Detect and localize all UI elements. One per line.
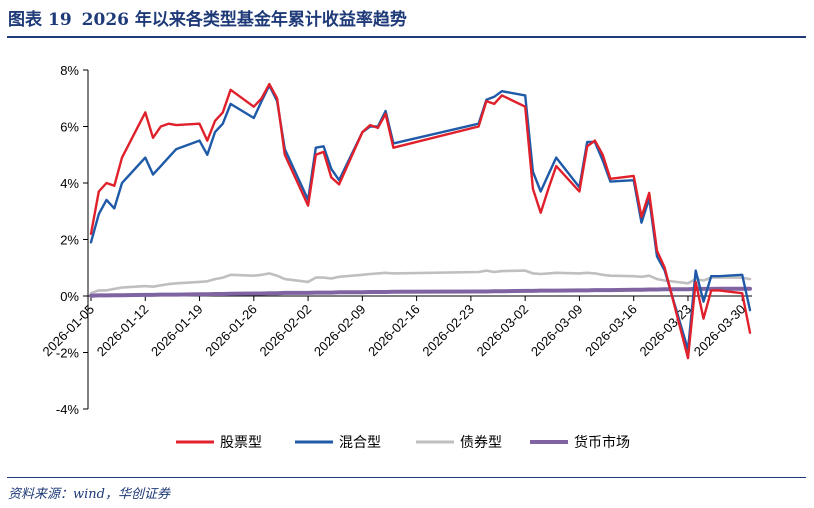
x-tick-label: 2026-02-09 — [311, 302, 369, 360]
figure-label: 图表 — [8, 10, 42, 30]
legend-label-3: 债券型 — [460, 435, 502, 451]
figure-title-text: 2026 年以来各类型基金年累计收益率趋势 — [81, 10, 407, 30]
figure-title: 图表 19 2026 年以来各类型基金年累计收益率趋势 — [8, 5, 407, 30]
x-tick-label: 2026-01-26 — [202, 302, 260, 360]
y-tick-label: 4% — [60, 176, 79, 191]
legend-label-4: 货币市场 — [574, 434, 630, 451]
legend-label-2: 混合型 — [339, 435, 381, 451]
x-tick-label: 2026-01-19 — [148, 302, 206, 360]
x-tick-label: 2026-03-16 — [582, 302, 640, 360]
x-tick-label: 2026-03-09 — [528, 302, 586, 360]
x-tick-label: 2026-02-16 — [365, 302, 423, 360]
x-tick-label: 2026-01-12 — [94, 302, 152, 360]
y-tick-label: 2% — [60, 233, 79, 248]
x-tick-label: 2026-03-30 — [691, 302, 749, 360]
series-line-1 — [89, 82, 752, 360]
y-tick-label: -2% — [56, 346, 80, 361]
y-tick-label: 6% — [60, 120, 79, 135]
series-line-4 — [89, 286, 752, 298]
x-tick-label: 2026-03-02 — [474, 302, 532, 360]
x-tick-label: 2026-02-02 — [257, 302, 315, 360]
series-line-3 — [89, 269, 752, 295]
legend-label-1: 股票型 — [220, 435, 262, 451]
y-tick-label: 8% — [60, 63, 79, 78]
y-tick-label: 0% — [60, 289, 79, 304]
figure-number: 19 — [48, 10, 72, 30]
x-tick-label: 2026-02-23 — [419, 302, 477, 360]
source-divider — [7, 477, 806, 478]
y-tick-label: -4% — [56, 402, 80, 417]
chart: -4%-2%0%2%4%6%8%2026-01-052026-01-122026… — [39, 63, 752, 451]
title-divider — [7, 36, 806, 38]
source-note: 资料来源：wind，华创证券 — [8, 487, 170, 502]
